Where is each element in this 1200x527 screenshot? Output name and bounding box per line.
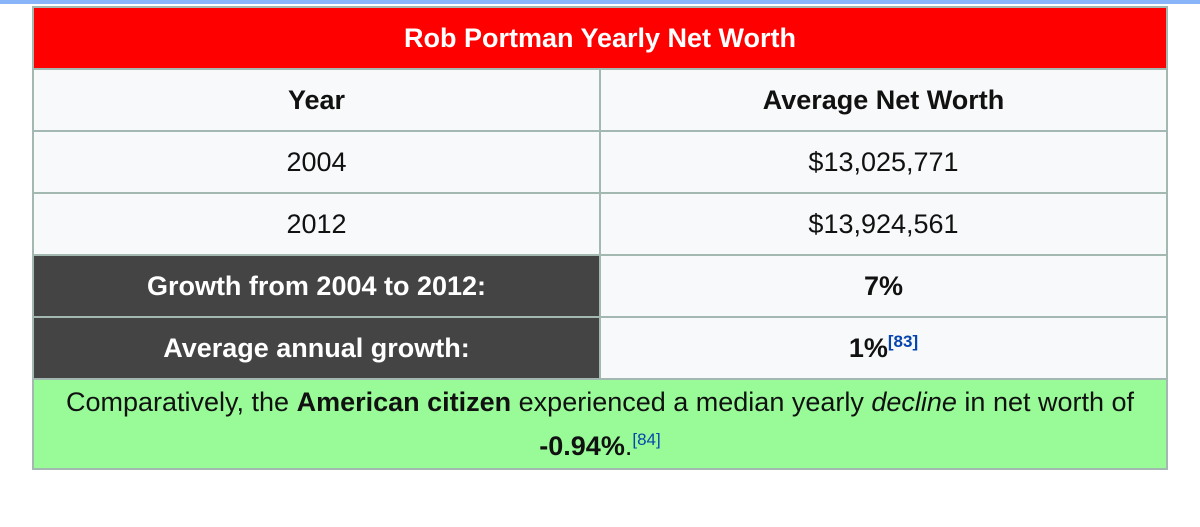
table-row: 2004 $13,025,771 [32,130,1168,194]
table-title: Rob Portman Yearly Net Worth [32,6,1168,70]
citation-84: [84] [632,430,660,449]
note-middle: experienced a median yearly [511,387,872,417]
citation-83-link[interactable]: [83] [887,331,919,351]
note-italic-decline: decline [871,387,957,417]
note-prefix: Comparatively, the [65,387,297,417]
year-cell: 2004 [32,130,601,194]
column-header-year: Year [32,68,601,132]
annual-growth-value: 1% [848,332,888,363]
annual-growth-cell: 1%[83] [599,316,1168,380]
table-row: 2012 $13,924,561 [32,192,1168,256]
growth-label: Growth from 2004 to 2012: [32,254,601,318]
annual-growth-row: Average annual growth: 1%[83] [32,316,1168,380]
year-cell: 2012 [32,192,601,256]
note-bold-american-citizen: American citizen [296,387,512,417]
comparison-note: Comparatively, the American citizen expe… [32,378,1168,470]
annual-growth-label: Average annual growth: [32,316,601,380]
net-worth-cell: $13,924,561 [599,192,1168,256]
column-header-net-worth: Average Net Worth [599,68,1168,132]
citation-83: [83] [888,332,918,351]
growth-row: Growth from 2004 to 2012: 7% [32,254,1168,318]
net-worth-table: Rob Portman Yearly Net Worth Year Averag… [32,6,1168,470]
comparison-note-row: Comparatively, the American citizen expe… [32,378,1168,470]
table-title-row: Rob Portman Yearly Net Worth [32,6,1168,70]
net-worth-cell: $13,025,771 [599,130,1168,194]
note-period: . [624,431,633,461]
note-suffix: in net worth of [956,387,1135,417]
note-decline-value: -0.94% [539,431,625,461]
table-header-row: Year Average Net Worth [32,68,1168,132]
citation-84-link[interactable]: [84] [632,430,661,449]
top-edge-line [0,0,1200,4]
growth-value: 7% [599,254,1168,318]
